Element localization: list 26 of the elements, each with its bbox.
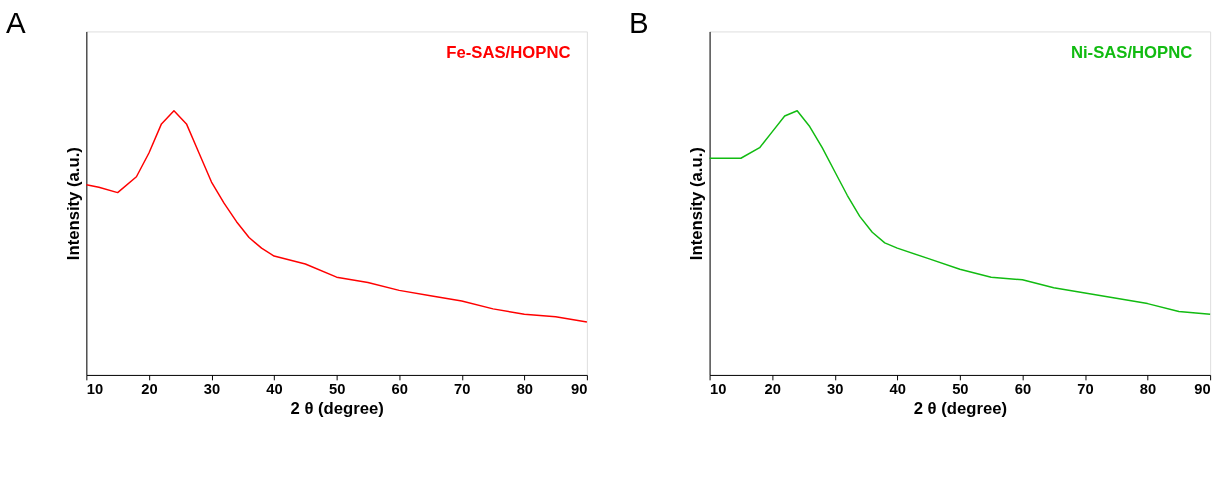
x-tick-label: 50	[328, 381, 346, 398]
x-tick-label: 30	[827, 381, 844, 398]
x-tick-label: 60	[391, 381, 408, 398]
x-axis-title: 2 θ (degree)	[913, 398, 1008, 418]
x-tick-label: 90	[571, 381, 588, 398]
x-axis-title: 2 θ (degree)	[290, 398, 384, 418]
chart-title: B	[629, 6, 649, 40]
text: Fe-SAS/HOPNC	[446, 42, 571, 62]
x-tick-label: 70	[454, 381, 471, 398]
text: Ni-SAS/HOPNC	[1070, 42, 1193, 62]
x-tick-label: 20	[764, 381, 781, 398]
x-tick-label: 40	[266, 381, 283, 398]
x-tick-label: 80	[1139, 381, 1157, 398]
x-tick-label: 70	[1077, 381, 1094, 398]
x-tick-label: 20	[141, 381, 158, 398]
chart-title: A	[5, 6, 26, 40]
x-tick-label: 50	[952, 381, 969, 398]
y-axis-title: Intensity (a.u.)	[64, 147, 84, 261]
x-tick-label: 90	[1194, 381, 1211, 398]
x-tick-label: 10	[710, 381, 727, 398]
x-tick-label: 80	[516, 381, 534, 398]
x-tick-label: 40	[889, 381, 906, 398]
x-tick-label: 60	[1014, 381, 1032, 398]
y-axis-title: Intensity (a.u.)	[687, 147, 707, 261]
x-tick-label: 30	[203, 381, 221, 398]
x-tick-label: 10	[86, 381, 104, 398]
